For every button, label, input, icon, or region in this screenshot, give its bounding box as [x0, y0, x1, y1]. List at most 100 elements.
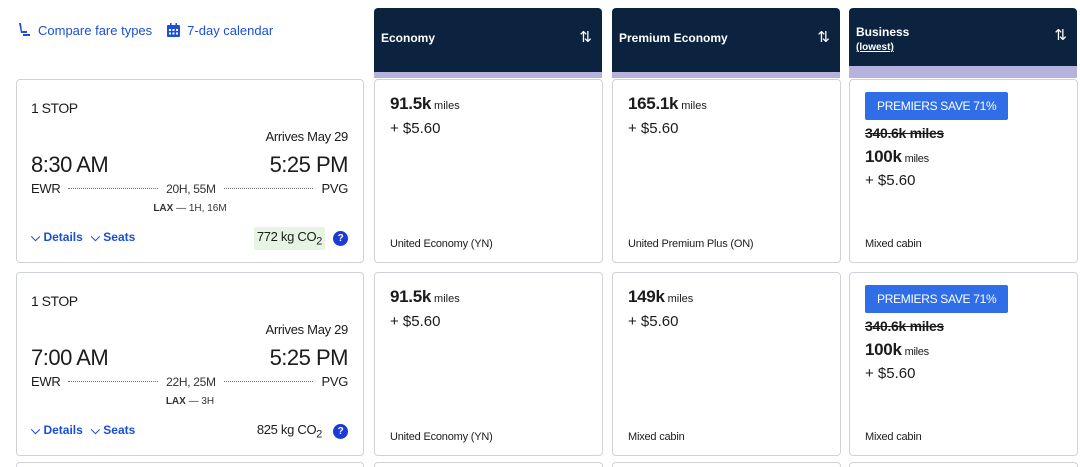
fare-fees: + $5.60: [390, 313, 441, 330]
cabin-type: Mixed cabin: [865, 238, 922, 250]
cabin-type: United Economy (YN): [390, 431, 493, 443]
co2-subscript: 2: [316, 235, 322, 248]
sort-icon[interactable]: ⇅: [817, 29, 830, 46]
help-icon[interactable]: ?: [333, 230, 348, 246]
co2-value: 825 kg CO2: [254, 420, 325, 443]
layover-airport: LAX: [165, 396, 186, 407]
route-line: EWR 20H, 55M PVG: [31, 181, 348, 196]
miles-unit: miles: [667, 293, 694, 305]
sort-icon[interactable]: ⇅: [1054, 27, 1067, 44]
miles-unit: miles: [434, 293, 460, 305]
details-label: Details: [43, 230, 83, 244]
fare-card-business[interactable]: PREMIERS SAVE 71% 340.6k miles 100k miles…: [849, 79, 1078, 263]
toolbar: Compare fare types 7-day calendar: [16, 22, 273, 38]
fare-card-premium-economy[interactable]: 149k miles + $5.60 Mixed cabin: [612, 272, 841, 456]
fare-fees: + $5.60: [865, 365, 916, 382]
miles-value: 91.5k: [390, 287, 432, 306]
fare-miles: 91.5k miles: [390, 94, 460, 114]
column-label-economy: Economy: [381, 31, 436, 45]
route-divider: [223, 188, 314, 189]
layover-info: LAX — 1H, 16M: [17, 203, 363, 214]
fare-card-economy[interactable]: 91.5k miles + $5.60 United Economy (YN): [374, 79, 603, 263]
fare-card-premium-economy[interactable]: 165.1k miles + $5.60 United Premium Plus …: [612, 79, 841, 263]
next-fare-card-peek: [374, 462, 603, 467]
fare-fees: + $5.60: [628, 313, 679, 330]
details-toggle[interactable]: ⌵ Details: [31, 423, 83, 438]
fare-miles: 100k miles: [865, 147, 929, 167]
compare-fare-types-label: Compare fare types: [38, 22, 153, 38]
cabin-type: Mixed cabin: [628, 431, 685, 443]
flight-info-card: 1 STOP Arrives May 29 7:00 AM 5:25 PM EW…: [16, 272, 364, 456]
premier-savings-badge: PREMIERS SAVE 71%: [865, 285, 1009, 313]
destination-airport: PVG: [321, 374, 349, 389]
route-divider: [68, 188, 159, 189]
next-fare-card-peek: [612, 462, 841, 467]
destination-airport: PVG: [321, 181, 349, 196]
chevron-down-icon: ⌵: [90, 230, 100, 244]
miles-value: 165.1k: [628, 94, 679, 113]
layover-info: LAX — 3H: [17, 396, 363, 407]
route-line: EWR 22H, 25M PVG: [31, 374, 348, 389]
layover-separator: —: [173, 203, 189, 214]
flight-links: ⌵ Details ⌵ Seats: [31, 423, 135, 438]
fare-fees: + $5.60: [390, 120, 441, 137]
column-label-premium-economy: Premium Economy: [619, 31, 728, 45]
details-toggle[interactable]: ⌵ Details: [31, 230, 83, 245]
column-accent-bar: [612, 72, 840, 78]
flight-links: ⌵ Details ⌵ Seats: [31, 230, 135, 245]
arrival-date: Arrives May 29: [265, 129, 349, 144]
help-icon[interactable]: ?: [333, 423, 348, 439]
fare-miles: 100k miles: [865, 340, 929, 360]
miles-unit: miles: [434, 100, 460, 112]
co2-text: 825 kg CO: [256, 422, 317, 437]
details-label: Details: [43, 423, 83, 437]
flight-duration: 20H, 55M: [166, 181, 216, 196]
miles-value: 91.5k: [390, 94, 432, 113]
origin-airport: EWR: [31, 181, 61, 196]
co2-text: 772 kg CO: [256, 229, 317, 244]
seven-day-calendar-link[interactable]: 7-day calendar: [166, 22, 274, 38]
departure-time: 7:00 AM: [31, 345, 109, 370]
chevron-down-icon: ⌵: [31, 230, 41, 244]
flight-info-card: 1 STOP Arrives May 29 8:30 AM 5:25 PM EW…: [16, 79, 364, 263]
column-accent-bar: [374, 72, 602, 78]
sort-icon[interactable]: ⇅: [579, 29, 592, 46]
original-miles: 340.6k miles: [865, 125, 944, 141]
layover-separator: —: [185, 396, 202, 407]
column-accent-bar: [849, 66, 1077, 78]
fare-miles: 149k miles: [628, 287, 693, 307]
compare-fare-types-link[interactable]: Compare fare types: [16, 22, 152, 38]
cabin-type: Mixed cabin: [865, 431, 922, 443]
cabin-type: United Economy (YN): [390, 238, 493, 250]
original-miles: 340.6k miles: [865, 318, 944, 334]
column-header-economy[interactable]: Economy ⇅: [374, 8, 602, 78]
miles-value: 100k: [865, 340, 902, 359]
arrival-date: Arrives May 29: [265, 322, 349, 337]
miles-unit: miles: [904, 346, 929, 358]
co2-value: 772 kg CO2: [253, 227, 325, 250]
fare-fees: + $5.60: [628, 120, 679, 137]
origin-airport: EWR: [31, 374, 61, 389]
column-header-premium-economy[interactable]: Premium Economy ⇅: [612, 8, 840, 78]
route-divider: [68, 381, 159, 382]
fare-fees: + $5.60: [865, 172, 916, 189]
fare-miles: 91.5k miles: [390, 287, 460, 307]
fare-card-business[interactable]: PREMIERS SAVE 71% 340.6k miles 100k miles…: [849, 272, 1078, 456]
seats-label: Seats: [103, 230, 136, 244]
flight-duration: 22H, 25M: [166, 374, 216, 389]
column-header-business[interactable]: Business (lowest) ⇅: [849, 8, 1077, 78]
departure-time: 8:30 AM: [31, 152, 109, 177]
layover-time: 3H: [201, 396, 215, 407]
seven-day-calendar-label: 7-day calendar: [187, 22, 274, 38]
layover-time: 1H, 16M: [188, 203, 227, 214]
miles-unit: miles: [904, 153, 929, 165]
arrival-time: 5:25 PM: [269, 152, 349, 177]
next-flight-card-peek: [16, 462, 364, 467]
cabin-type: United Premium Plus (ON): [628, 238, 754, 250]
miles-value: 100k: [865, 147, 902, 166]
column-sublabel-lowest[interactable]: (lowest): [856, 42, 894, 53]
seats-toggle[interactable]: ⌵ Seats: [91, 230, 135, 245]
seats-toggle[interactable]: ⌵ Seats: [91, 423, 135, 438]
co2-emissions: 825 kg CO2 ?: [254, 420, 348, 443]
fare-card-economy[interactable]: 91.5k miles + $5.60 United Economy (YN): [374, 272, 603, 456]
